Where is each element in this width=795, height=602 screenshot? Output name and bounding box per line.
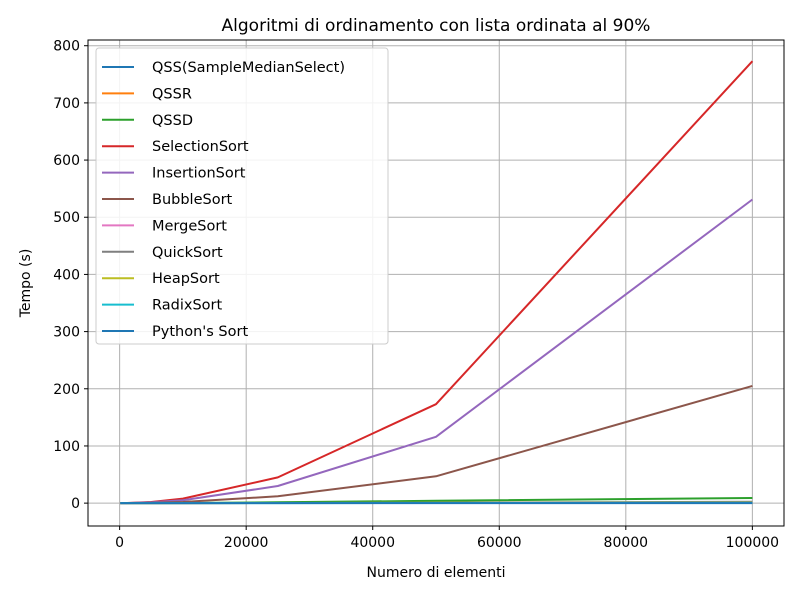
legend-entry-label: HeapSort <box>152 271 220 287</box>
legend-entry-label: InsertionSort <box>152 166 246 182</box>
x-tick-label: 100000 <box>726 535 779 551</box>
legend: QSS(SampleMedianSelect) QSSR QSSD Selection… <box>96 48 388 344</box>
legend-entry-label: Python's Sort <box>152 324 248 340</box>
x-tick-label: 20000 <box>224 535 269 551</box>
legend-entry-label: QSS(SampleMedianSelect) <box>152 60 345 76</box>
legend-entry-label: QSSR <box>152 86 192 102</box>
x-axis-label: Numero di elementi <box>367 565 506 581</box>
y-tick-label: 400 <box>53 267 80 283</box>
legend-entry-label: RadixSort <box>152 298 222 314</box>
y-tick-label: 0 <box>71 496 80 512</box>
legend-entry-label: SelectionSort <box>152 139 249 155</box>
legend-box <box>96 48 388 344</box>
x-tick-label: 40000 <box>350 535 395 551</box>
legend-entry-label: BubbleSort <box>152 192 233 208</box>
y-tick-label: 300 <box>53 325 80 341</box>
x-tick-label: 80000 <box>604 535 649 551</box>
y-tick-label: 200 <box>53 382 80 398</box>
y-tick-label: 100 <box>53 439 80 455</box>
y-axis-label: Tempo (s) <box>18 249 34 319</box>
y-tick-label: 800 <box>53 39 80 55</box>
legend-entry-label: MergeSort <box>152 218 227 234</box>
legend-entry-label: QSSD <box>152 113 193 129</box>
y-tick-label: 500 <box>53 210 80 226</box>
legend-entry-label: QuickSort <box>152 245 223 261</box>
x-tick-label: 60000 <box>477 535 522 551</box>
y-tick-label: 700 <box>53 96 80 112</box>
y-tick-label: 600 <box>53 153 80 169</box>
x-tick-label: 0 <box>115 535 124 551</box>
chart-title: Algoritmi di ordinamento con lista ordin… <box>222 16 651 36</box>
